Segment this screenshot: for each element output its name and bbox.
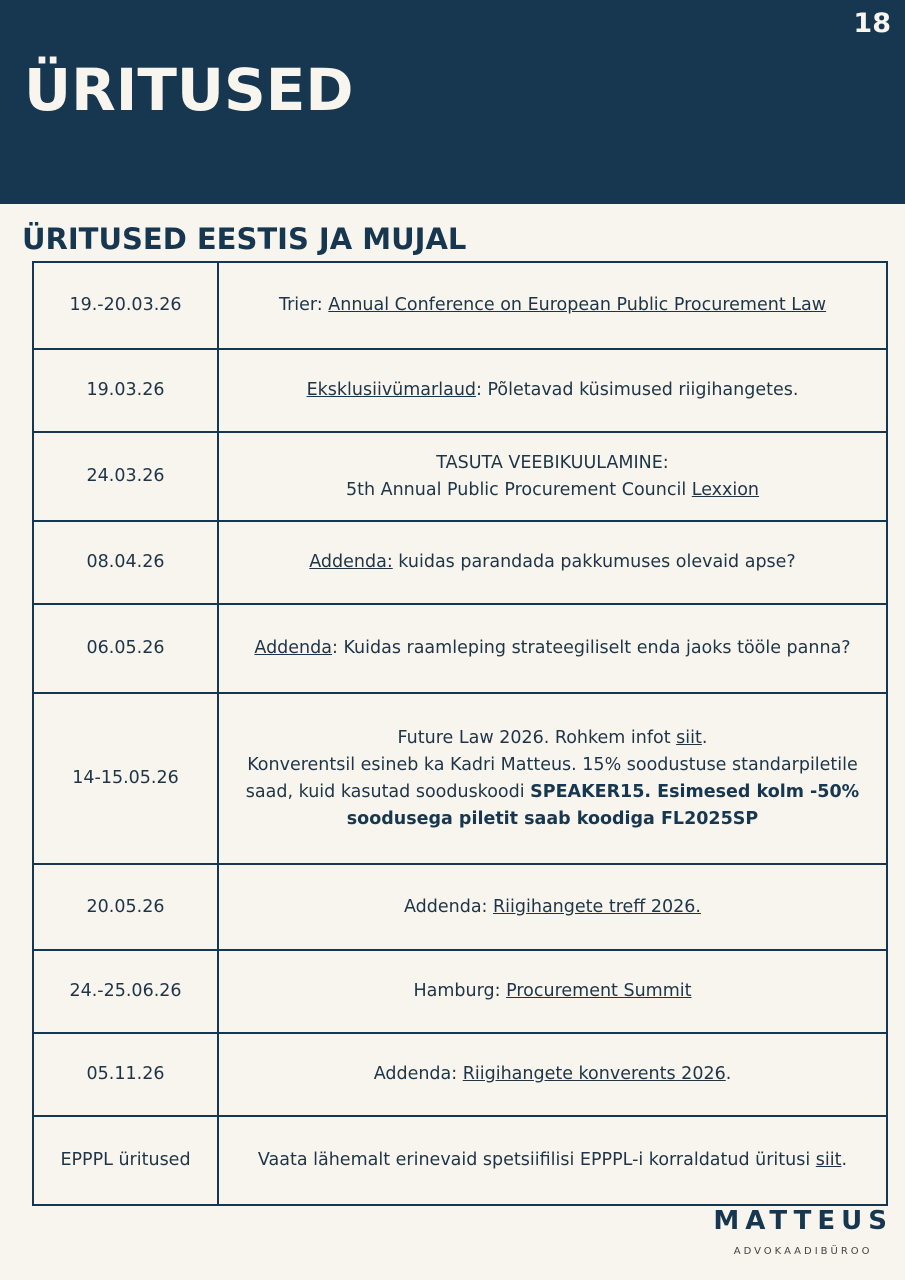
event-description: Addenda: Riigihangete konverents 2026. [217, 1032, 888, 1117]
event-text: Addenda: [373, 1064, 463, 1084]
table-row: 20.05.26 Addenda: Riigihangete treff 2026… [32, 863, 888, 951]
table-row: 08.04.26 Addenda: kuidas parandada pakkum… [32, 520, 888, 605]
event-date: 19.-20.03.26 [32, 261, 219, 350]
event-link[interactable]: Addenda: [309, 552, 393, 572]
table-row: 19.-20.03.26 Trier: Annual Conference on … [32, 261, 888, 350]
event-description: Hamburg: Procurement Summit [217, 949, 888, 1034]
header-banner: 18 ÜRITUSED [0, 0, 905, 204]
event-link[interactable]: Riigihangete treff 2026. [493, 896, 701, 917]
event-description: Addenda: Kuidas raamleping strateegilise… [217, 603, 888, 694]
event-text: Vaata lähemalt erinevaid spetsiifilisi E… [257, 1150, 816, 1170]
event-link[interactable]: Riigihangete konverents 2026 [462, 1064, 726, 1084]
logo: MATTEUS ADVOKAADIBÜROO [713, 1206, 893, 1257]
event-description: Addenda: Riigihangete treff 2026. [217, 863, 888, 951]
event-text: : Kuidas raamleping strateegiliselt enda… [331, 638, 851, 658]
event-text: . [841, 1150, 848, 1170]
event-text: . [725, 1064, 732, 1084]
table-row: EPPPL üritused Vaata lähemalt erinevaid s… [32, 1115, 888, 1206]
event-link[interactable]: siit [815, 1150, 842, 1170]
event-link[interactable]: Addenda [254, 638, 332, 658]
event-text: 5th Annual Public Procurement Council [345, 479, 692, 500]
event-text: Hamburg: [413, 981, 507, 1001]
event-link[interactable]: Lexxion [691, 479, 760, 500]
table-row: 24.03.26 TASUTA VEEBIKUULAMINE: 5th Annual… [32, 431, 888, 522]
event-description: Trier: Annual Conference on European Pub… [217, 261, 888, 350]
event-date: 08.04.26 [32, 520, 219, 605]
event-date: 14-15.05.26 [32, 692, 219, 865]
event-link[interactable]: Annual Conference on European Public Pro… [328, 295, 827, 315]
event-date: EPPPL üritused [32, 1115, 219, 1206]
event-text: TASUTA VEEBIKUULAMINE: [436, 452, 669, 473]
page-number: 18 [853, 8, 891, 39]
table-row: 14-15.05.26 Future Law 2026. Rohkem infot… [32, 692, 888, 865]
event-text: Trier: [278, 295, 329, 315]
events-table: 19.-20.03.26 Trier: Annual Conference on … [32, 261, 888, 1206]
event-link[interactable]: Eksklusiivümarlaud [306, 380, 477, 400]
event-description: TASUTA VEEBIKUULAMINE: 5th Annual Public … [217, 431, 888, 522]
logo-subtitle: ADVOKAADIBÜROO [733, 1246, 873, 1257]
event-text: . [701, 727, 708, 748]
event-text: Addenda: [403, 896, 494, 917]
event-date: 06.05.26 [32, 603, 219, 694]
event-description: Vaata lähemalt erinevaid spetsiifilisi E… [217, 1115, 888, 1206]
event-date: 24.03.26 [32, 431, 219, 522]
event-description: Future Law 2026. Rohkem infot siit. Konve… [217, 692, 888, 865]
event-date: 19.03.26 [32, 348, 219, 433]
event-link[interactable]: Procurement Summit [506, 981, 692, 1001]
event-date: 20.05.26 [32, 863, 219, 951]
event-date: 24.-25.06.26 [32, 949, 219, 1034]
section-title: ÜRITUSED EESTIS JA MUJAL [22, 222, 467, 256]
event-date: 05.11.26 [32, 1032, 219, 1117]
promo-text: SPEAKER15. Esimesed kolm -50% soodusega … [346, 781, 860, 829]
table-row: 05.11.26 Addenda: Riigihangete konverents… [32, 1032, 888, 1117]
table-row: 24.-25.06.26 Hamburg: Procurement Summit [32, 949, 888, 1034]
table-row: 06.05.26 Addenda: Kuidas raamleping strat… [32, 603, 888, 694]
event-description: Addenda: kuidas parandada pakkumuses ole… [217, 520, 888, 605]
event-text: : Põletavad küsimused riigihangetes. [476, 380, 799, 400]
event-text: kuidas parandada pakkumuses olevaid apse… [392, 552, 796, 572]
event-link[interactable]: siit [676, 727, 702, 748]
table-row: 19.03.26 Eksklusiivümarlaud: Põletavad kü… [32, 348, 888, 433]
page-title: ÜRITUSED [24, 56, 354, 124]
event-text: Future Law 2026. Rohkem infot [397, 727, 677, 748]
event-description: Eksklusiivümarlaud: Põletavad küsimused … [217, 348, 888, 433]
logo-name: MATTEUS [713, 1206, 893, 1236]
event-text: Konverentsil esineb ka Kadri Matteus. 15… [245, 754, 858, 802]
